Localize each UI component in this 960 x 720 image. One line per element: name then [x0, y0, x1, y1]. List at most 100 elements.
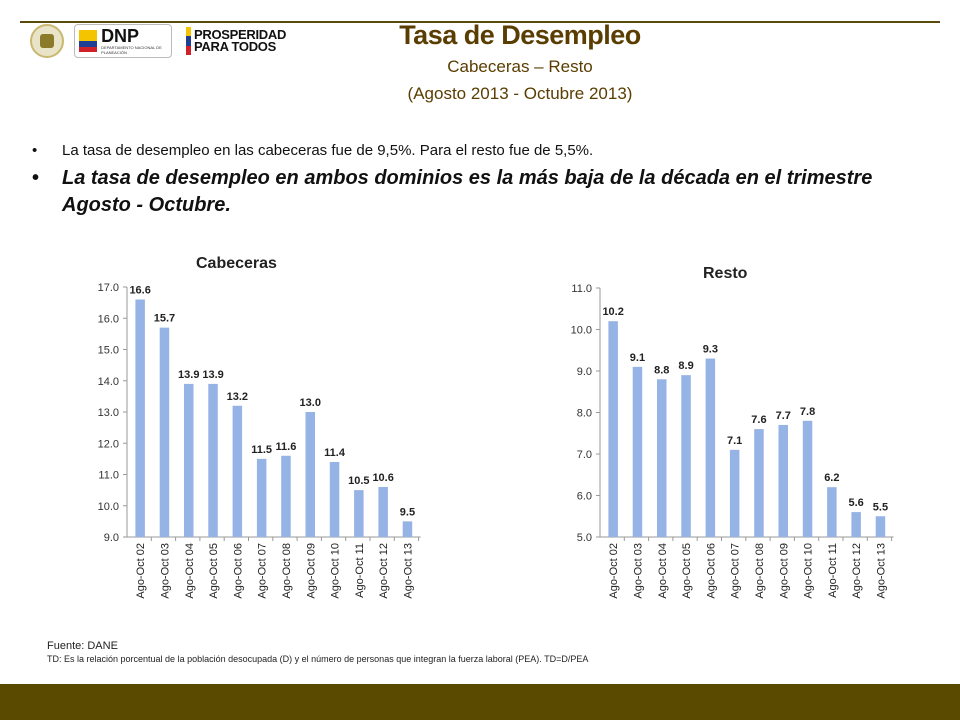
x-tick-label: Ago-Oct 12: [851, 543, 863, 599]
x-tick-label: Ago-Oct 09: [778, 543, 790, 599]
bar: [729, 449, 740, 537]
bar: [608, 321, 618, 537]
bar: [281, 455, 291, 537]
x-tick-label: Ago-Oct 05: [681, 543, 693, 599]
y-tick-label: 6.0: [577, 491, 592, 503]
prosperidad-line2: PARA TODOS: [194, 39, 276, 54]
y-tick-label: 5.0: [577, 532, 592, 544]
data-label: 11.6: [276, 441, 297, 453]
bar: [802, 420, 813, 537]
bar: [354, 490, 364, 537]
x-tick-label: Ago-Oct 06: [705, 543, 717, 599]
y-tick-label: 14.0: [98, 376, 119, 388]
colombia-flag-icon: [79, 30, 98, 52]
chart-resto: 5.0 6.0 7.0 8.0 9.0 10.0 11.0 10.2 Ago-Oct 02 9.1…: [571, 283, 894, 599]
x-tick-label: Ago-Oct 05: [208, 543, 220, 599]
data-label: 8.9: [678, 360, 693, 372]
bar: [256, 458, 267, 537]
slide-period: (Agosto 2013 - Octubre 2013): [407, 84, 633, 103]
data-label: 10.6: [372, 472, 393, 484]
x-tick-label: Ago-Oct 13: [875, 543, 887, 599]
data-label: 5.5: [873, 501, 888, 513]
data-label: 13.9: [178, 369, 199, 381]
data-label: 10.5: [348, 475, 369, 487]
x-tick-label: Ago-Oct 08: [754, 543, 766, 599]
logos: DNP DEPARTAMENTO NACIONAL DE PLANEACIÓN …: [30, 22, 286, 60]
bar: [208, 383, 218, 537]
x-tick-label: Ago-Oct 11: [827, 543, 839, 598]
y-tick-label: 9.0: [104, 532, 119, 544]
x-tick-label: Ago-Oct 07: [257, 543, 269, 599]
bullet-item: La tasa de desempleo en las cabeceras fu…: [30, 140, 935, 162]
data-label: 7.8: [800, 406, 815, 418]
bar: [827, 487, 837, 537]
bar: [159, 327, 170, 537]
slide-title: Tasa de Desempleo: [399, 20, 641, 50]
bar: [875, 516, 886, 537]
dnp-logo-subtext: DEPARTAMENTO NACIONAL DE PLANEACIÓN: [101, 45, 162, 55]
x-tick-label: Ago-Oct 07: [730, 543, 742, 599]
chart-title-resto: Resto: [703, 265, 748, 282]
data-label: 10.2: [602, 306, 623, 318]
x-tick-label: Ago-Oct 03: [632, 543, 644, 599]
y-tick-label: 11.0: [98, 470, 119, 482]
bullet-item-emphasis: La tasa de desempleo en ambos dominios e…: [30, 165, 935, 219]
slide-subtitle: Cabeceras – Resto: [447, 57, 593, 76]
data-label: 15.7: [154, 313, 175, 325]
prosperidad-bars-icon: [186, 27, 191, 55]
x-tick-label: Ago-Oct 11: [354, 543, 366, 598]
bar: [402, 521, 413, 537]
footer-note: TD: Es la relación porcentual de la pobl…: [47, 654, 589, 664]
bar: [657, 379, 667, 537]
bar: [184, 383, 194, 537]
y-tick-label: 12.0: [98, 438, 119, 450]
data-label: 16.6: [129, 285, 150, 297]
data-label: 9.5: [400, 506, 415, 518]
x-tick-label: Ago-Oct 10: [330, 543, 342, 599]
x-tick-label: Ago-Oct 13: [402, 543, 414, 599]
data-label: 11.4: [324, 447, 346, 459]
y-tick-label: 10.0: [98, 501, 119, 513]
bar: [329, 462, 340, 537]
x-tick-label: Ago-Oct 03: [159, 543, 171, 599]
prosperidad-line1: PROSPERIDAD: [194, 27, 287, 42]
data-label: 13.2: [227, 391, 248, 403]
x-tick-label: Ago-Oct 09: [305, 543, 317, 599]
y-tick-label: 10.0: [571, 325, 592, 337]
bottom-band: [0, 684, 960, 720]
dnp-logo: DNP DEPARTAMENTO NACIONAL DE PLANEACIÓN: [74, 24, 172, 58]
x-tick-label: Ago-Oct 10: [803, 543, 815, 599]
data-label: 13.0: [300, 397, 321, 409]
colombia-seal-icon: [30, 24, 64, 58]
y-tick-label: 8.0: [577, 408, 592, 420]
y-tick-label: 17.0: [98, 282, 119, 294]
data-label: 6.2: [824, 472, 839, 484]
bullet-list: La tasa de desempleo en las cabeceras fu…: [30, 140, 935, 219]
data-label: 5.6: [849, 497, 864, 509]
bar: [778, 424, 788, 537]
y-tick-label: 15.0: [98, 345, 119, 357]
data-label: 7.6: [751, 414, 766, 426]
x-tick-label: Ago-Oct 12: [378, 543, 390, 599]
y-tick-label: 16.0: [98, 313, 119, 325]
chart-title-cabeceras: Cabeceras: [196, 255, 277, 272]
bar: [135, 299, 145, 537]
data-label: 8.8: [654, 364, 669, 376]
bar: [754, 429, 764, 537]
chart-cabeceras: 9.0 10.0 11.0 12.0 13.0 14.0 15.0 16.0 17.0 16.6 A…: [98, 282, 421, 599]
x-tick-label: Ago-Oct 04: [184, 543, 196, 599]
bar: [378, 487, 388, 537]
header-rule: [20, 21, 940, 23]
data-label: 7.1: [727, 435, 742, 447]
data-label: 7.7: [776, 410, 791, 422]
bar: [305, 412, 315, 537]
dnp-logo-text: DNP: [101, 26, 140, 46]
data-label: 9.1: [630, 352, 645, 364]
bar: [681, 375, 691, 537]
y-tick-label: 13.0: [98, 407, 119, 419]
prosperidad-logo: PROSPERIDAD PARA TODOS: [186, 27, 286, 55]
slide-title-block: Tasa de Desempleo Cabeceras – Resto (Ago…: [360, 20, 680, 104]
x-tick-label: Ago-Oct 02: [608, 543, 620, 599]
x-tick-label: Ago-Oct 06: [232, 543, 244, 599]
x-tick-label: Ago-Oct 04: [657, 543, 669, 599]
